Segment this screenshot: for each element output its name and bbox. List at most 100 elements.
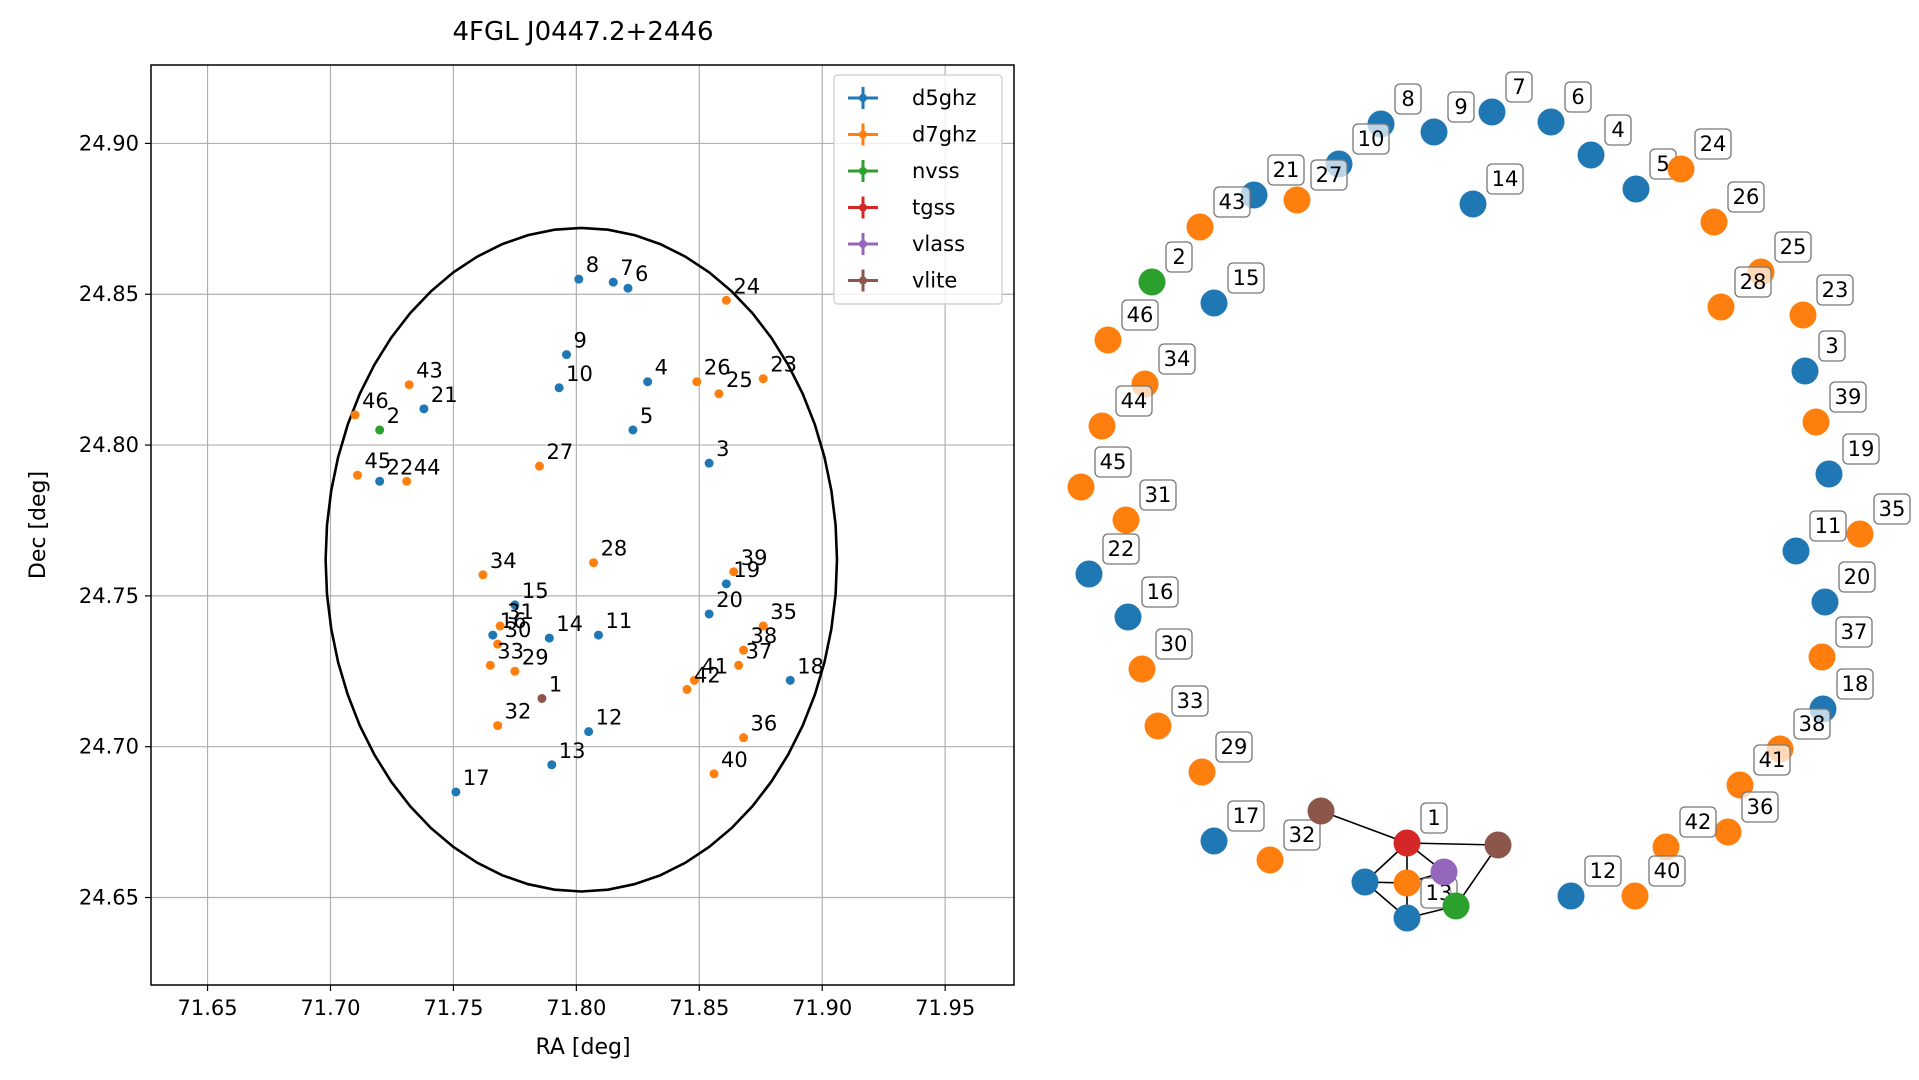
network-node-label-box [1505,71,1533,103]
source-label-6: 6 [635,262,648,286]
source-label-46: 46 [362,389,389,413]
network-node-label-box [1829,381,1867,413]
network-node-label: 6 [1571,85,1584,109]
source-points: 1234567891011121314151617181920212223242… [350,253,824,797]
source-point-22 [375,476,385,486]
network-node-label: 38 [1799,712,1826,736]
network-node-label: 16 [1147,580,1174,604]
network-node-label-box [1394,83,1422,115]
network-node-label-box [1227,800,1265,832]
network-node-label: 22 [1108,537,1135,561]
plot-frame [150,64,1015,986]
network-edges [1320,810,1499,919]
network-node-label: 37 [1841,620,1868,644]
network-node-label: 2 [1172,245,1185,269]
source-point-5 [628,425,638,435]
network-node [1652,833,1680,861]
source-label-39: 39 [741,546,768,570]
source-point-2 [375,425,385,435]
y-tick-label: 24.75 [79,584,139,608]
source-point-29 [510,666,520,676]
source-label-20: 20 [716,588,743,612]
source-label-22: 22 [387,455,414,479]
source-label-45: 45 [365,449,392,473]
network-node-label-box [1816,274,1854,306]
network-node-label-box [1352,123,1390,155]
source-label-33: 33 [497,639,524,663]
source-point-26 [692,377,702,387]
network-node-label-box [1564,81,1592,113]
network-node-label: 9 [1454,95,1467,119]
network-node-label-box [1310,159,1348,191]
legend-label-vlass: vlass [912,232,965,256]
network-node-label-box [1158,343,1196,375]
y-tick-label: 24.90 [79,131,139,155]
network-node-label-box [1139,479,1177,511]
source-point-44 [402,476,412,486]
source-label-7: 7 [620,256,633,280]
source-point-45 [353,470,363,480]
x-tick-labels: 71.65 71.70 71.75 71.80 71.85 71.90 71.95 [177,996,975,1020]
network-node [1667,155,1695,183]
source-label-5: 5 [640,404,653,428]
source-point-12 [584,727,594,737]
source-point-38 [739,645,749,655]
source-label-14: 14 [556,612,583,636]
network-node [1802,408,1830,436]
source-label-26: 26 [704,356,731,380]
source-label-3: 3 [716,437,729,461]
source-point-4 [643,377,653,387]
network-node [1442,892,1470,920]
network-node-label-box [1679,806,1717,838]
source-label-44: 44 [414,455,441,479]
network-node-label: 10 [1358,127,1385,151]
network-node [1622,175,1650,203]
source-point-8 [574,274,584,284]
source-label-21: 21 [431,383,458,407]
network-node [1621,882,1649,910]
network-node-label: 35 [1879,497,1906,521]
source-label-9: 9 [574,329,587,353]
source-point-15 [510,600,520,610]
network-node [1094,326,1122,354]
network-node [1200,827,1228,855]
network-node [1393,829,1421,857]
network-node-label-box [1094,446,1132,478]
source-point-27 [534,461,544,471]
source-point-16 [488,630,498,640]
source-point-31 [495,621,505,631]
network-node [1088,412,1116,440]
network-node [1478,98,1506,126]
localization-ellipse [324,226,839,893]
legend-label-d7ghz: d7ghz [912,123,976,147]
network-node-label: 24 [1700,132,1727,156]
y-tick-labels: 24.65 24.70 24.75 24.80 24.85 24.90 [79,131,139,909]
x-tick-label: 71.90 [792,996,852,1020]
source-label-42: 42 [694,663,721,687]
network-node-label: 3 [1825,334,1838,358]
source-point-21 [419,404,429,414]
network-node-label-box [1213,186,1251,218]
network-node-label: 44 [1121,389,1148,413]
x-axis-label: RA [deg] [535,1035,630,1060]
legend-label-nvss: nvss [912,159,960,183]
network-node-label: 45 [1100,450,1127,474]
network-node-label: 29 [1221,735,1248,759]
network-node [1484,831,1512,859]
source-point-6 [623,283,633,293]
network-node [1846,520,1874,548]
x-tick-label: 71.75 [423,996,483,1020]
source-point-39 [729,567,739,577]
network-node-label: 41 [1759,748,1786,772]
network-node-label: 27 [1316,163,1343,187]
network-node-label-box [1835,616,1873,648]
source-label-8: 8 [586,253,599,277]
legend-box [833,74,1003,305]
network-node [1789,301,1817,329]
network-node-label-box [1165,241,1193,273]
source-point-1 [537,693,547,703]
network-node-label-box [1447,91,1475,123]
source-label-35: 35 [770,600,797,624]
network-node-label: 18 [1842,672,1869,696]
